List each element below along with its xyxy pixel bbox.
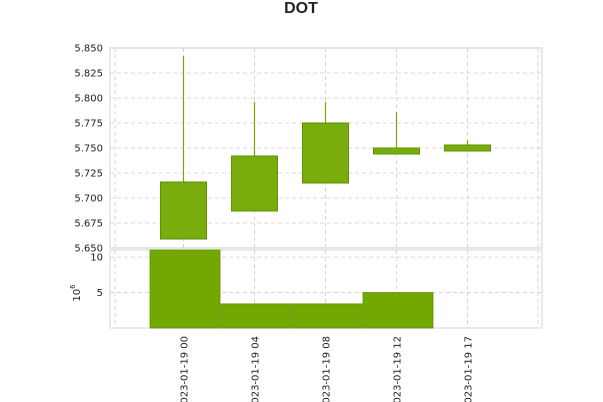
candle-body [444, 144, 491, 152]
x-tick-label: 023-01-19 17 [464, 336, 475, 402]
chart-title: DOT [284, 0, 318, 17]
x-tick-label: 023-01-19 08 [322, 336, 333, 402]
candle-body [373, 147, 420, 155]
candle-body [160, 181, 207, 240]
price-tick-label: 5.675 [74, 219, 103, 230]
price-tick-label: 5.725 [74, 169, 103, 180]
price-panel: 5.650 5.675 5.700 5.725 5.750 5.775 5.800 5.825… [74, 44, 543, 255]
x-tick-label: 023-01-19 00 [180, 336, 191, 402]
price-tick-label: 5.650 [74, 244, 103, 255]
volume-tick-label: 5 [97, 288, 103, 299]
volume-bar [149, 249, 221, 329]
price-tick-label: 5.750 [74, 144, 103, 155]
x-tick-label: 023-01-19 04 [251, 336, 262, 402]
price-tick-label: 5.850 [74, 44, 103, 55]
x-tick-label: 023-01-19 12 [393, 336, 404, 402]
candle-body [231, 155, 278, 212]
volume-bar [220, 303, 292, 329]
volume-multiplier: 106 [69, 284, 83, 302]
volume-bar [291, 303, 363, 329]
volume-bar [362, 292, 434, 329]
candle-body [302, 122, 349, 184]
price-tick-label: 5.700 [74, 194, 103, 205]
volume-tick-label: 10 [90, 253, 103, 264]
price-tick-label: 5.775 [74, 119, 103, 130]
price-tick-label: 5.825 [74, 69, 103, 80]
volume-panel: 5 10 [90, 249, 543, 329]
x-axis-labels: 023-01-19 00 023-01-19 04 023-01-19 08 023-… [180, 336, 475, 402]
price-tick-label: 5.800 [74, 94, 103, 105]
